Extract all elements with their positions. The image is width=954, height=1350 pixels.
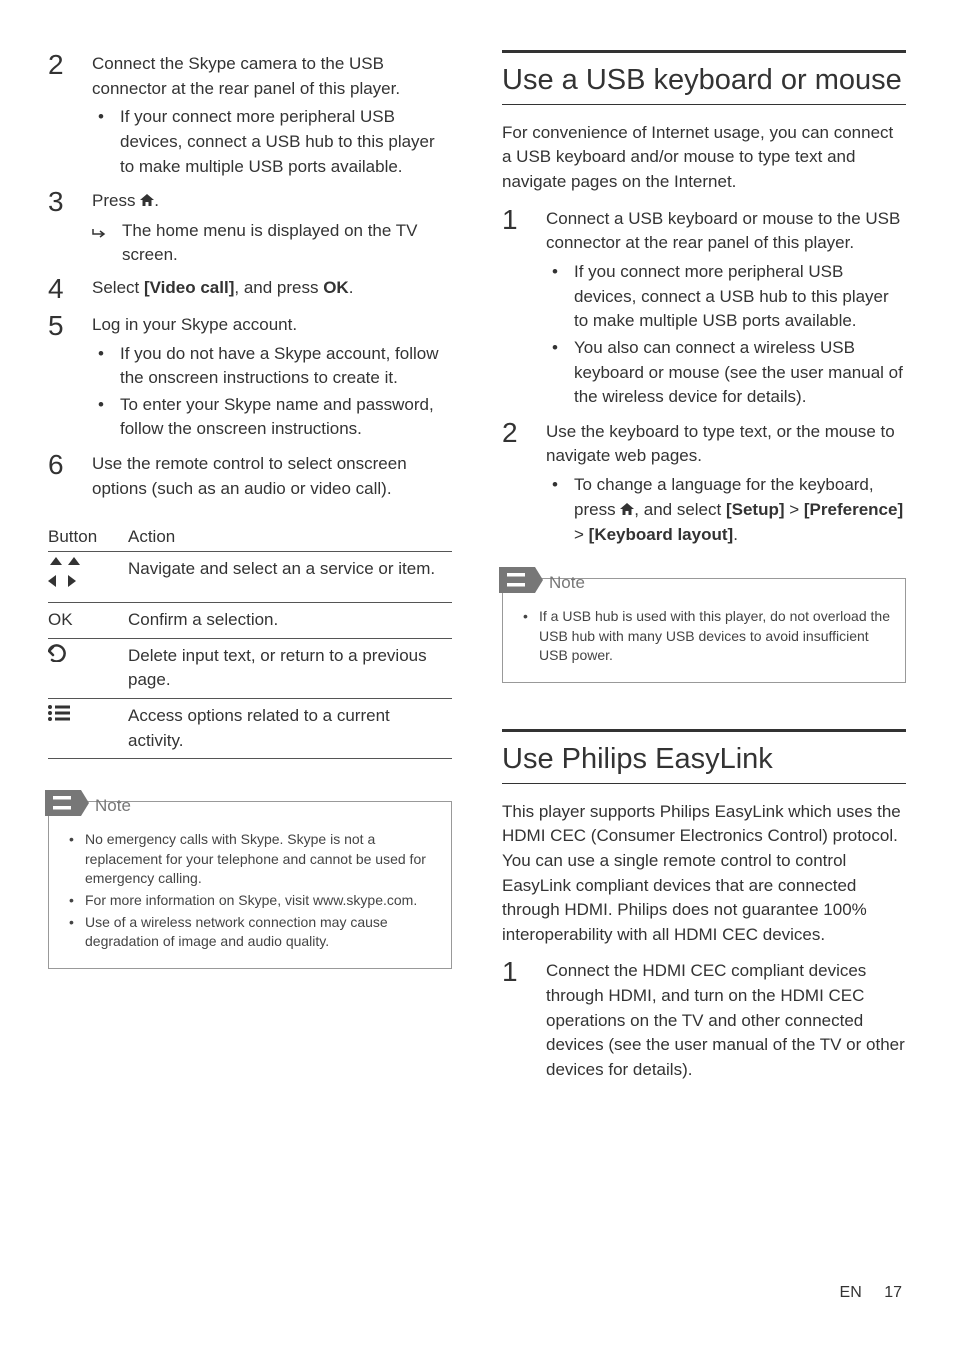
result-arrow-icon (92, 223, 108, 248)
r1-step-1: 1 Connect a USB keyboard or mouse to the… (502, 205, 906, 412)
step-number: 1 (502, 957, 546, 1082)
step-bullet: To change a language for the keyboard, p… (546, 473, 906, 548)
table-header-action: Action (128, 523, 452, 552)
section-rule (502, 50, 906, 53)
note-item: If a USB hub is used with this player, d… (523, 607, 891, 666)
step-bullet: If your connect more peripheral USB devi… (92, 105, 452, 179)
r2-step-1: 1 Connect the HDMI CEC compliant devices… (502, 957, 906, 1082)
note-box: Note No emergency calls with Skype. Skyp… (48, 801, 452, 969)
step-bullet: To enter your Skype name and password, f… (92, 393, 452, 442)
step-text: Connect a USB keyboard or mouse to the U… (546, 209, 900, 253)
footer-lang: EN (840, 1284, 862, 1301)
step-5: 5 Log in your Skype account. If you do n… (48, 311, 452, 444)
note-box: Note If a USB hub is used with this play… (502, 578, 906, 683)
button-action-table: Button Action Navigate an (48, 523, 452, 759)
note-flag-icon (499, 563, 543, 597)
step-number: 2 (48, 50, 92, 181)
table-row: Delete input text, or return to a previo… (48, 638, 452, 698)
table-cell-action: Confirm a selection. (128, 603, 452, 639)
step-text-pre: Press (92, 191, 140, 210)
section-intro: This player supports Philips EasyLink wh… (502, 800, 906, 948)
note-title: Note (95, 796, 131, 816)
note-item: Use of a wireless network connection may… (69, 913, 437, 952)
step-bullet: If you connect more peripheral USB devic… (546, 260, 906, 334)
step-text-post: . (154, 191, 159, 210)
step-text: Connect the Skype camera to the USB conn… (92, 54, 400, 98)
step-number: 1 (502, 205, 546, 412)
step-number: 2 (502, 418, 546, 550)
ui-label-preference: [Preference] (804, 500, 903, 519)
options-icon (48, 698, 128, 758)
section-rule-thin (502, 104, 906, 105)
footer-page-number: 17 (884, 1284, 902, 1301)
step-number: 6 (48, 450, 92, 501)
note-item: No emergency calls with Skype. Skype is … (69, 830, 437, 889)
left-steps: 2 Connect the Skype camera to the USB co… (48, 50, 452, 501)
step-number: 5 (48, 311, 92, 444)
table-cell-action: Navigate and select an a service or item… (128, 552, 452, 603)
note-title: Note (549, 573, 585, 593)
home-icon (620, 499, 634, 524)
page-footer: EN 17 (840, 1284, 902, 1302)
note-item: For more information on Skype, visit www… (69, 891, 437, 911)
section-heading-usb: Use a USB keyboard or mouse (502, 63, 906, 98)
step-text: Log in your Skype account. (92, 315, 297, 334)
section-rule-thin (502, 783, 906, 784)
step-4: 4 Select [Video call], and press OK. (48, 274, 452, 305)
step-number: 4 (48, 274, 92, 305)
step-result: The home menu is displayed on the TV scr… (122, 221, 417, 265)
ui-label-ok: OK (323, 278, 349, 297)
step-6: 6 Use the remote control to select onscr… (48, 450, 452, 501)
step-3: 3 Press . The home menu is displayed on … (48, 187, 452, 268)
right-sec2-steps: 1 Connect the HDMI CEC compliant devices… (502, 957, 906, 1082)
table-cell-action: Access options related to a current acti… (128, 698, 452, 758)
step-bullet: You also can connect a wireless USB keyb… (546, 336, 906, 410)
table-row: Access options related to a current acti… (48, 698, 452, 758)
section-intro: For convenience of Internet usage, you c… (502, 121, 906, 195)
right-sec1-steps: 1 Connect a USB keyboard or mouse to the… (502, 205, 906, 550)
table-row: OK Confirm a selection. (48, 603, 452, 639)
left-column: 2 Connect the Skype camera to the USB co… (48, 50, 452, 1089)
table-row: Navigate and select an a service or item… (48, 552, 452, 603)
r1-step-2: 2 Use the keyboard to type text, or the … (502, 418, 906, 550)
step-text: Connect the HDMI CEC compliant devices t… (546, 961, 905, 1079)
home-icon (140, 190, 154, 215)
table-cell-action: Delete input text, or return to a previo… (128, 638, 452, 698)
ui-label-video-call: [Video call] (144, 278, 234, 297)
step-bullet: If you do not have a Skype account, foll… (92, 342, 452, 391)
section-heading-easylink: Use Philips EasyLink (502, 742, 906, 777)
step-text: Use the remote control to select onscree… (92, 454, 407, 498)
ok-label: OK (48, 603, 128, 639)
dpad-icon (48, 552, 128, 603)
note-flag-icon (45, 786, 89, 820)
step-text: Use the keyboard to type text, or the mo… (546, 422, 895, 466)
right-column: Use a USB keyboard or mouse For convenie… (502, 50, 906, 1089)
ui-label-keyboard-layout: [Keyboard layout] (589, 525, 734, 544)
ui-label-setup: [Setup] (726, 500, 785, 519)
step-number: 3 (48, 187, 92, 268)
section-rule (502, 729, 906, 732)
step-2: 2 Connect the Skype camera to the USB co… (48, 50, 452, 181)
table-header-button: Button (48, 523, 128, 552)
back-icon (48, 638, 128, 698)
